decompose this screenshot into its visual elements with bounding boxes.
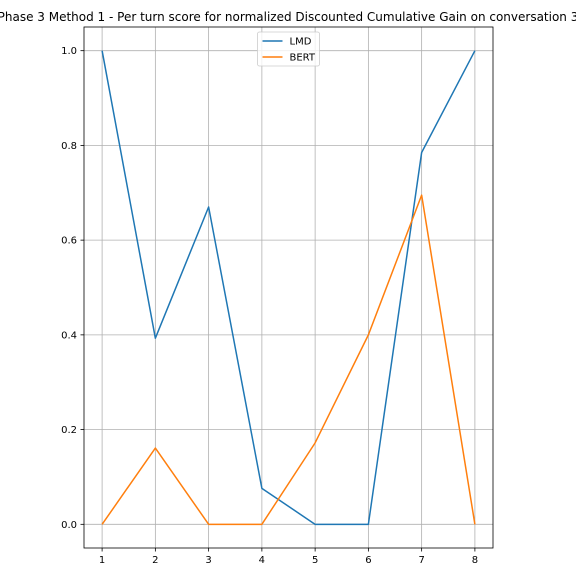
x-tick-label: 2 (152, 555, 158, 566)
x-tick-label: 4 (259, 555, 265, 566)
series-line-lmd (101, 50, 476, 526)
y-tick-label: 0.2 (61, 425, 77, 436)
plot-frame (83, 26, 494, 549)
y-tick-label: 0.4 (61, 330, 77, 341)
x-tick-label: 5 (312, 555, 318, 566)
x-tick-label: 1 (99, 555, 105, 566)
y-tick-label: 0.0 (61, 520, 77, 531)
ticks: 1 2 3 4 5 6 7 8 0.0 0.2 0.4 0.6 0.8 1.0 (61, 46, 478, 566)
legend: LMD BERT (257, 31, 320, 67)
axes (83, 26, 494, 549)
legend-label-lmd: LMD (290, 37, 312, 48)
legend-label-bert: BERT (290, 53, 316, 64)
series-line-bert (101, 194, 476, 526)
chart-title: Phase 3 Method 1 - Per turn score for no… (0, 10, 576, 24)
y-tick-label: 1.0 (61, 46, 77, 57)
series-lines (101, 50, 476, 526)
x-tick-label: 7 (418, 555, 424, 566)
x-tick-label: 3 (205, 555, 211, 566)
y-tick-label: 0.8 (61, 141, 77, 152)
x-tick-label: 6 (365, 555, 371, 566)
x-tick-label: 8 (472, 555, 478, 566)
y-tick-label: 0.6 (61, 236, 77, 247)
